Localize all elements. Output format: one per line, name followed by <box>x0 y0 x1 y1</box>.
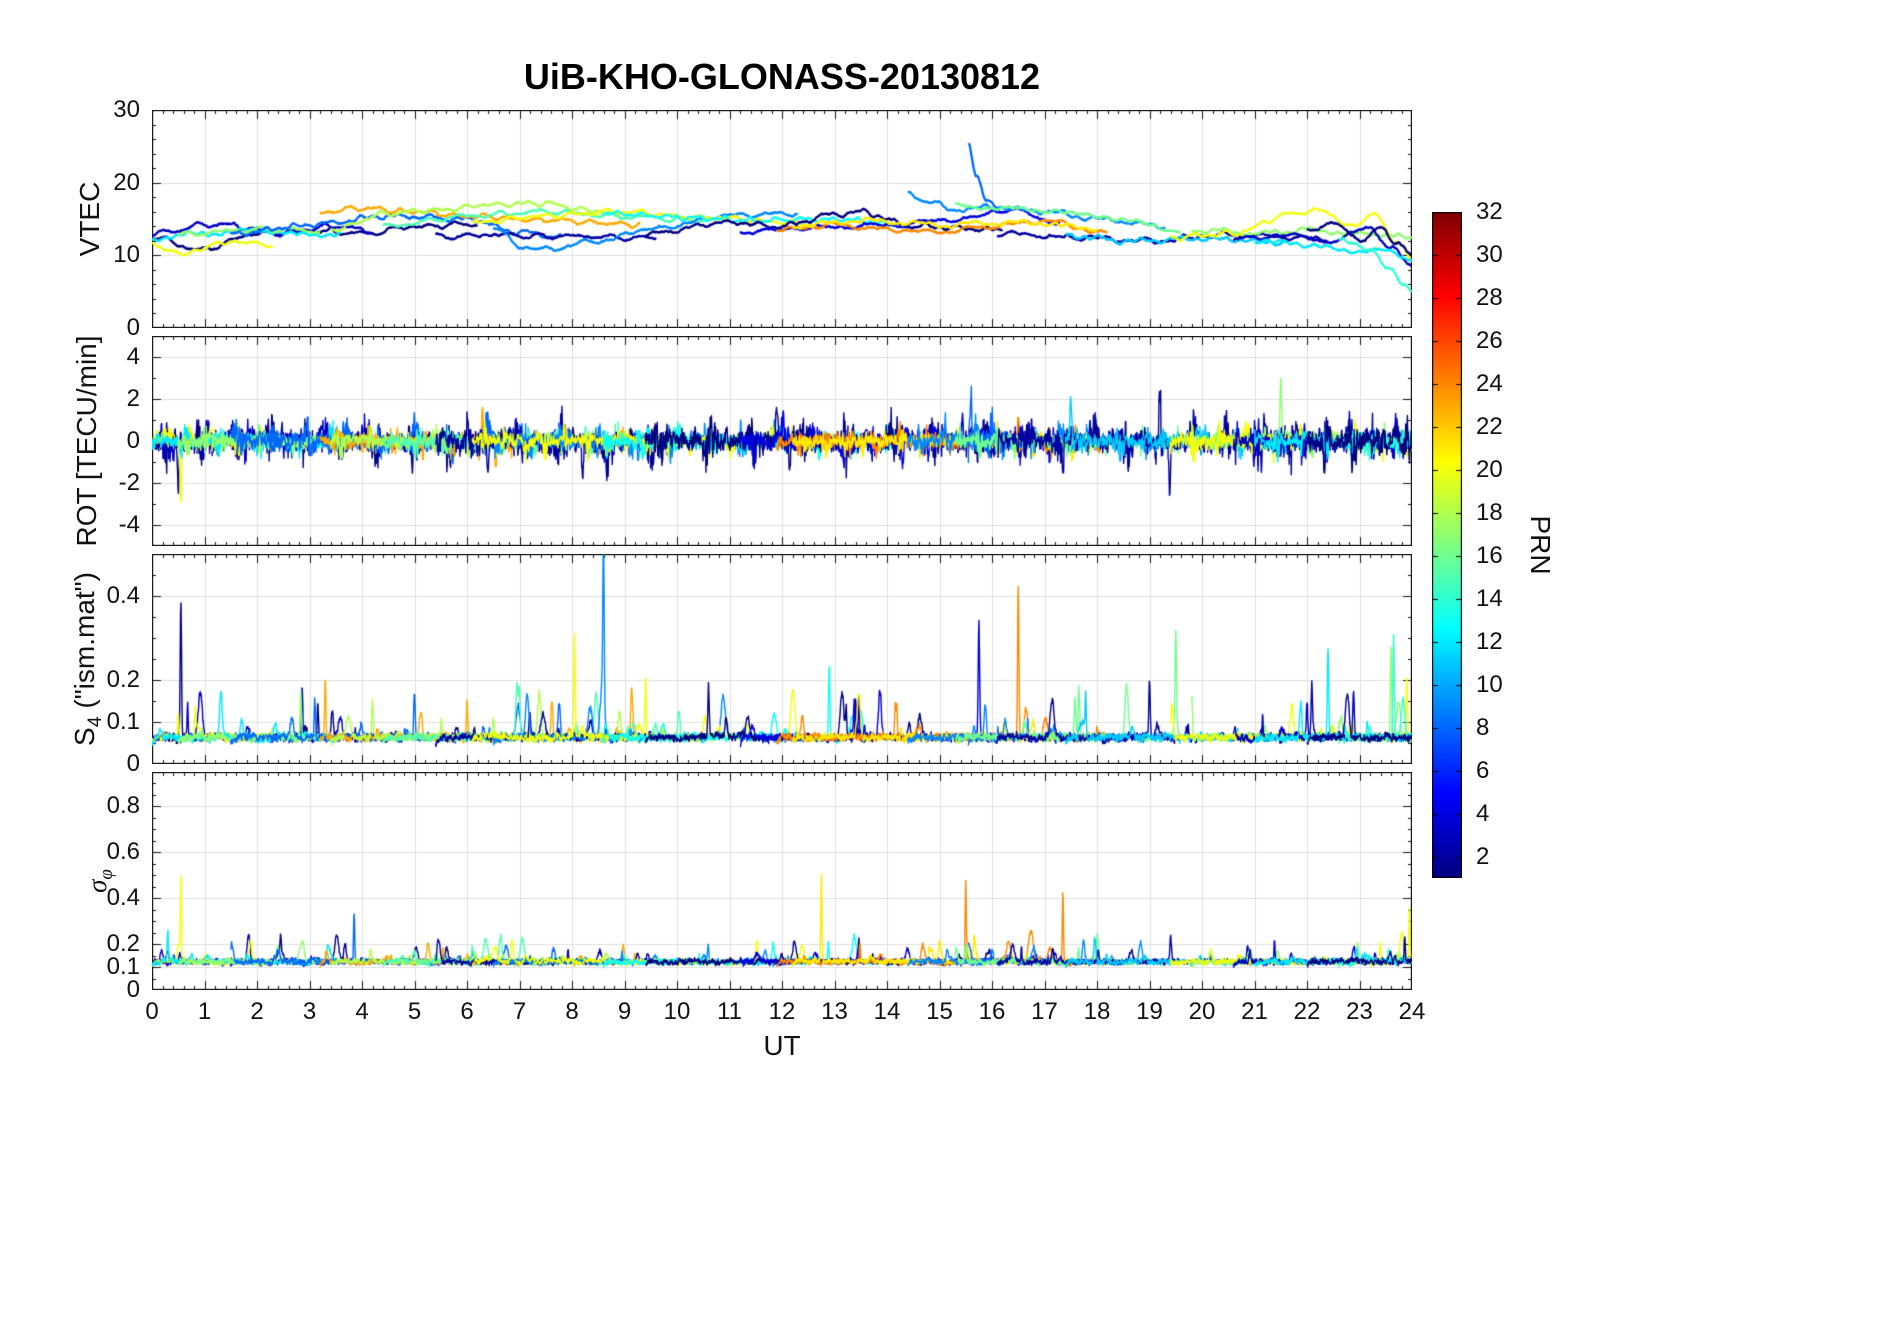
y-tick-label: 0.8 <box>106 792 140 820</box>
y-tick-label: 0.4 <box>106 884 140 912</box>
x-tick-label: 12 <box>768 998 796 1025</box>
y-tick-label: 0.1 <box>106 708 140 735</box>
colorbar-canvas <box>1432 212 1462 878</box>
y-tick-label: 0 <box>126 427 140 454</box>
x-tick-label: 15 <box>926 998 953 1025</box>
y-tick-label: 0 <box>126 750 140 777</box>
x-tick-label: 2 <box>250 998 264 1025</box>
s4-panel-canvas <box>152 554 1412 764</box>
y-tick-label: 0 <box>126 976 140 1003</box>
rot-panel-canvas <box>152 336 1412 546</box>
x-tick-label: 16 <box>978 998 1006 1025</box>
colorbar-tick-label: 4 <box>1476 799 1490 827</box>
colorbar-tick-label: 28 <box>1476 283 1503 311</box>
x-tick-label: 8 <box>565 998 579 1025</box>
y-tick-label: 20 <box>113 168 140 196</box>
x-tick-label: 10 <box>663 998 691 1025</box>
x-tick-label: 6 <box>460 998 474 1025</box>
x-tick-label: 14 <box>873 998 901 1025</box>
x-tick-label: 7 <box>512 998 527 1025</box>
colorbar-tick-label: 18 <box>1476 498 1503 526</box>
y-tick-label: 0 <box>126 314 140 341</box>
x-tick-label: 20 <box>1188 998 1216 1025</box>
x-tick-label: 11 <box>717 998 742 1025</box>
x-tick-label: 13 <box>821 998 848 1025</box>
x-tick-label: 19 <box>1136 998 1163 1025</box>
rot-axis-label: ROT [TECU/min] <box>71 335 103 547</box>
colorbar-tick-label: 10 <box>1476 670 1503 698</box>
chart-title: UiB-KHO-GLONASS-20130812 <box>523 56 1041 97</box>
y-tick-label: 0.2 <box>106 930 140 958</box>
colorbar-tick-label: 8 <box>1476 713 1490 741</box>
y-tick-label: 2 <box>126 385 140 412</box>
y-tick-label: 0.4 <box>106 582 140 609</box>
x-axis-label: UT <box>763 1030 801 1061</box>
y-tick-label: 0.1 <box>106 953 140 981</box>
colorbar-tick-label: 20 <box>1476 455 1503 483</box>
colorbar-tick-label: 26 <box>1476 326 1503 354</box>
x-tick-label: 23 <box>1346 998 1373 1025</box>
x-tick-label: 18 <box>1083 998 1111 1025</box>
y-tick-label: 10 <box>113 241 140 269</box>
colorbar-tick-label: 16 <box>1476 541 1503 569</box>
vtec-axis-label: VTEC <box>74 181 106 257</box>
x-tick-label: 9 <box>617 998 632 1025</box>
colorbar-tick-label: 12 <box>1476 627 1503 655</box>
y-tick-label: 4 <box>126 343 140 370</box>
x-tick-label: 1 <box>197 998 212 1025</box>
sigma-phi-panel-canvas <box>152 772 1412 990</box>
y-tick-label: -4 <box>118 511 140 538</box>
colorbar-tick-label: 6 <box>1476 756 1490 784</box>
x-tick-label: 21 <box>1241 998 1268 1025</box>
x-tick-label: 17 <box>1031 998 1058 1025</box>
x-tick-label: 5 <box>407 998 422 1025</box>
colorbar-tick-label: 24 <box>1476 369 1503 397</box>
vtec-panel-canvas <box>152 110 1412 328</box>
colorbar-label: PRN <box>1525 515 1556 575</box>
y-tick-label: 0.2 <box>106 666 140 693</box>
colorbar-tick-label: 22 <box>1476 412 1503 440</box>
colorbar-tick-label: 2 <box>1476 842 1490 870</box>
x-tick-label: 3 <box>302 998 317 1025</box>
y-tick-label: 30 <box>113 96 140 123</box>
colorbar-tick-label: 14 <box>1476 584 1503 612</box>
y-tick-label: -2 <box>118 469 140 496</box>
y-tick-label: 0.6 <box>106 838 140 866</box>
colorbar-tick-label: 32 <box>1476 198 1503 225</box>
x-tick-label: 24 <box>1398 998 1426 1025</box>
x-tick-label: 22 <box>1293 998 1321 1025</box>
x-tick-label: 4 <box>355 998 369 1025</box>
s4-axis-label: S4 ("ism.mat") <box>69 572 106 746</box>
colorbar-tick-label: 30 <box>1476 240 1503 268</box>
x-tick-label: 0 <box>145 998 159 1025</box>
